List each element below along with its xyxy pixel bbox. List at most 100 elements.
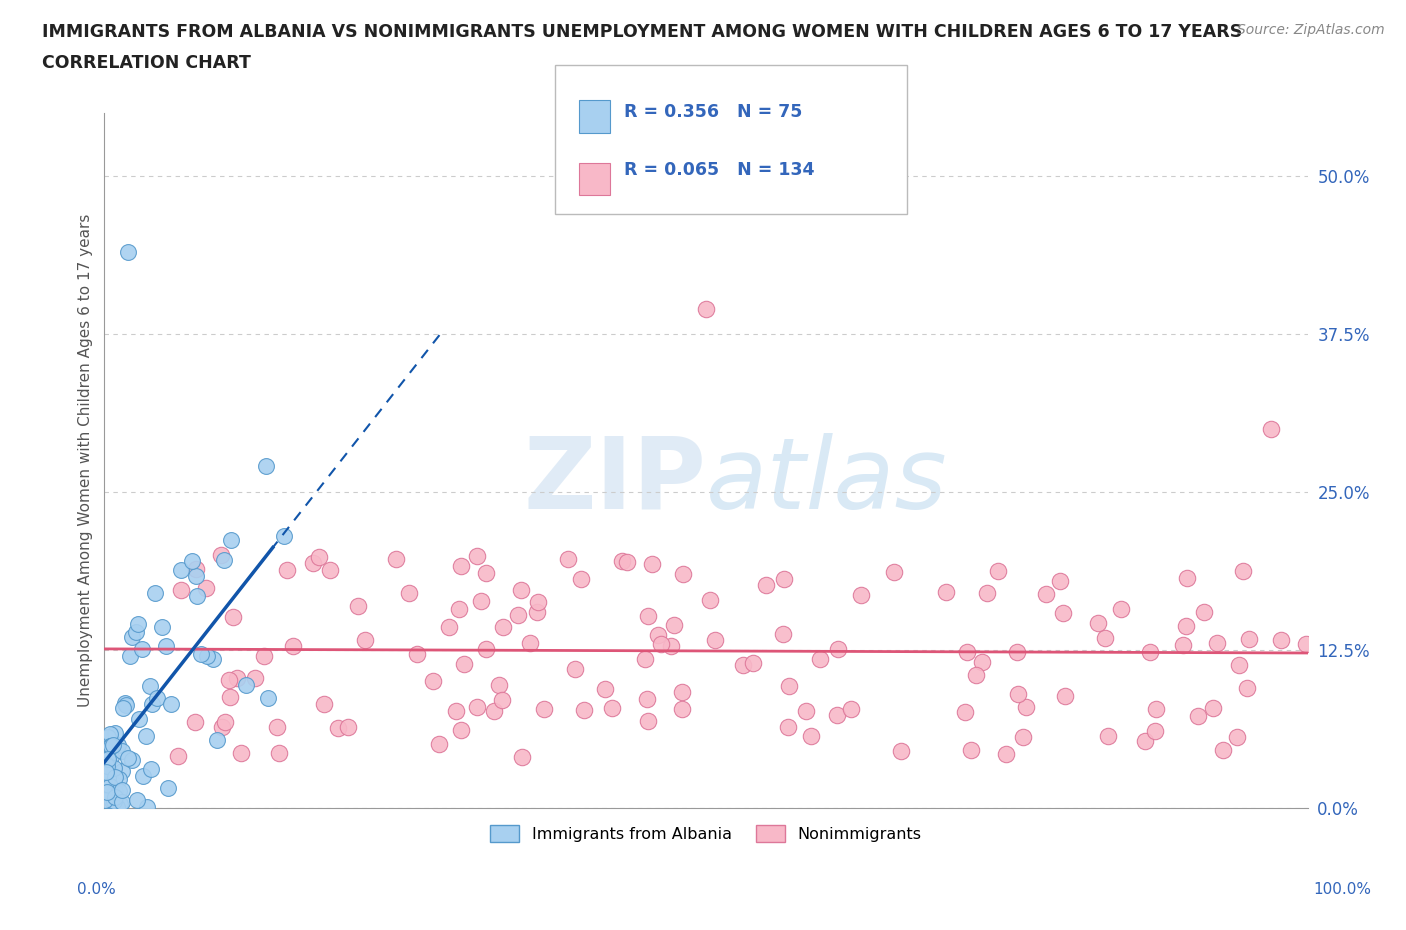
Point: [141, 697, 163, 711]
Point: [218, 672, 240, 687]
Point: [120, 648, 142, 663]
Text: 0.0%: 0.0%: [77, 882, 117, 897]
Point: [354, 633, 377, 648]
Point: [960, 743, 983, 758]
Point: [150, 619, 173, 634]
Point: [101, 737, 124, 752]
Point: [110, 764, 132, 778]
Point: [976, 585, 998, 600]
Point: [135, 729, 157, 744]
Point: [672, 566, 695, 581]
Point: [155, 638, 177, 653]
Text: ZIP: ZIP: [523, 432, 706, 529]
Point: [111, 782, 134, 797]
Point: [100, 750, 122, 764]
Point: [510, 582, 533, 597]
Point: [453, 657, 475, 671]
Point: [328, 721, 350, 736]
Point: [253, 649, 276, 664]
Point: [1202, 700, 1225, 715]
Point: [143, 585, 166, 600]
Point: [772, 626, 794, 641]
Point: [482, 703, 505, 718]
Legend: Immigrants from Albania, Nonimmigrants: Immigrants from Albania, Nonimmigrants: [484, 819, 928, 848]
Point: [107, 737, 129, 752]
Point: [987, 563, 1010, 578]
Point: [956, 644, 979, 659]
Point: [101, 793, 124, 808]
Point: [637, 608, 659, 623]
Point: [1097, 728, 1119, 743]
Text: atlas: atlas: [706, 432, 948, 529]
Point: [190, 646, 212, 661]
Point: [695, 301, 717, 316]
Point: [145, 691, 167, 706]
Text: R = 0.356   N = 75: R = 0.356 N = 75: [624, 102, 803, 121]
Point: [170, 563, 193, 578]
Point: [184, 714, 207, 729]
Point: [1232, 564, 1254, 578]
Point: [100, 738, 122, 753]
Point: [269, 746, 291, 761]
Point: [201, 652, 224, 667]
Point: [1015, 699, 1038, 714]
Point: [671, 684, 693, 699]
Point: [890, 744, 912, 759]
Point: [1270, 632, 1292, 647]
Point: [465, 699, 488, 714]
Point: [1295, 636, 1317, 651]
Point: [346, 598, 368, 613]
Point: [104, 798, 127, 813]
Point: [131, 642, 153, 657]
Point: [641, 556, 664, 571]
Point: [444, 703, 467, 718]
Point: [1236, 681, 1258, 696]
Point: [108, 797, 131, 812]
Point: [135, 799, 157, 814]
Point: [557, 551, 579, 566]
Point: [602, 700, 624, 715]
Point: [1192, 604, 1215, 619]
Point: [1144, 701, 1167, 716]
Point: [510, 750, 533, 764]
Point: [214, 552, 236, 567]
Text: 100.0%: 100.0%: [1313, 882, 1371, 897]
Point: [139, 762, 162, 777]
Point: [186, 562, 208, 577]
Point: [1005, 644, 1028, 659]
Point: [437, 619, 460, 634]
Point: [121, 752, 143, 767]
Point: [637, 714, 659, 729]
Point: [800, 728, 823, 743]
Point: [167, 748, 190, 763]
Point: [94, 777, 117, 792]
Point: [104, 790, 127, 804]
Point: [110, 794, 132, 809]
Point: [107, 783, 129, 798]
Point: [170, 583, 193, 598]
Point: [273, 528, 295, 543]
Point: [124, 624, 146, 639]
Point: [222, 609, 245, 624]
Point: [1054, 688, 1077, 703]
Point: [1049, 573, 1071, 588]
Point: [1187, 709, 1209, 724]
Point: [647, 628, 669, 643]
Point: [97, 730, 120, 745]
Point: [96, 739, 118, 754]
Point: [96, 784, 118, 799]
Point: [105, 800, 128, 815]
Point: [422, 673, 444, 688]
Point: [308, 550, 330, 565]
Point: [564, 661, 586, 676]
Point: [955, 704, 977, 719]
Point: [533, 701, 555, 716]
Point: [181, 553, 204, 568]
Point: [229, 746, 252, 761]
Point: [406, 647, 429, 662]
Point: [139, 679, 162, 694]
Text: CORRELATION CHART: CORRELATION CHART: [42, 54, 252, 72]
Point: [219, 532, 242, 547]
Point: [108, 772, 131, 787]
Point: [839, 701, 862, 716]
